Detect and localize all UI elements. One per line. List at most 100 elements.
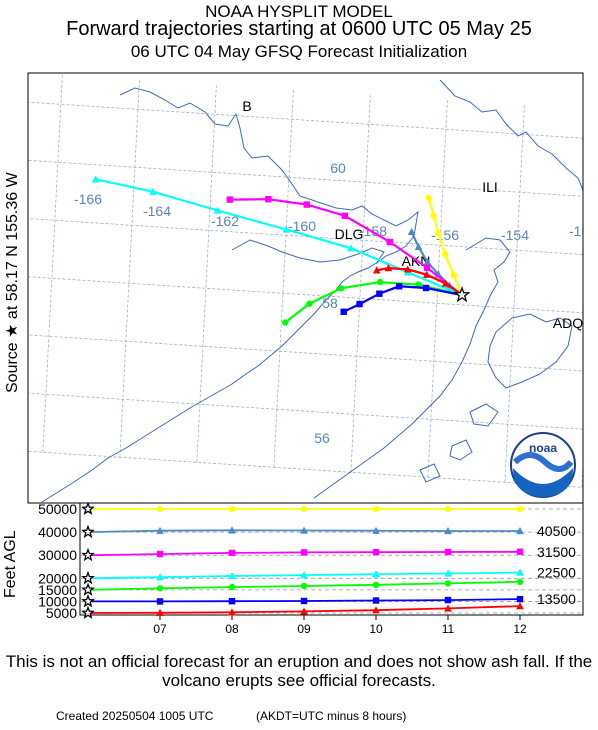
height-point (156, 585, 164, 592)
height-point (156, 598, 164, 605)
height-point (228, 549, 236, 557)
trajectory-point (372, 266, 381, 274)
trajectory-line (95, 178, 463, 297)
parallel-line (28, 218, 583, 255)
end-height-label: 31500 (537, 544, 576, 560)
parallel-line (28, 392, 583, 430)
disclaimer-note: This is not an official forecast for an … (5, 652, 593, 690)
height-point (372, 581, 380, 589)
longitude-label: -154 (501, 227, 529, 243)
trajectory-point (407, 227, 416, 235)
height-point (156, 608, 164, 616)
time-tick-label: 08 (225, 622, 239, 636)
parallel-line (28, 101, 583, 139)
model-title: NOAA HYSPLIT MODEL (205, 2, 393, 21)
end-height-label: 22500 (537, 565, 576, 581)
height-point (228, 526, 236, 534)
coastline-north (439, 79, 583, 191)
place-label: DLG (335, 226, 364, 242)
trajectory-point (376, 290, 383, 297)
height-point (516, 568, 524, 576)
coastline-kodiak (487, 313, 573, 389)
trajectory-point (441, 279, 450, 287)
latitude-label: 60 (330, 160, 346, 176)
logo-lower (513, 468, 573, 497)
coastline-inlet (313, 237, 511, 499)
height-point (372, 606, 380, 614)
trajectory-point (282, 319, 289, 326)
logo-text: noaa (529, 441, 557, 455)
height-point (444, 569, 452, 577)
height-point (156, 573, 164, 581)
meridian-line (42, 75, 63, 453)
trajectory-point (303, 201, 310, 208)
longitude-label: -164 (143, 203, 171, 219)
trajectory-point (423, 257, 432, 266)
height-point (156, 526, 164, 534)
time-tick-label: 09 (297, 622, 311, 636)
latitude-label: 58 (322, 295, 338, 311)
height-point (228, 608, 236, 616)
height-point (444, 580, 452, 587)
meridian-line (350, 95, 371, 473)
meridian-line (196, 85, 217, 463)
trajectory-point (435, 230, 442, 237)
longitude-label: -156 (431, 227, 459, 243)
trajectory-point (386, 238, 393, 246)
height-point (156, 550, 164, 558)
trajectory-point (403, 265, 412, 273)
height-point (444, 604, 452, 612)
height-point (516, 595, 524, 603)
trajectory-point (414, 242, 423, 250)
height-point (372, 526, 380, 534)
longitude-label: -162 (211, 213, 239, 229)
trajectory-point (415, 281, 422, 288)
start-star-icon (81, 524, 95, 539)
trajectory-point (422, 270, 431, 278)
trajectory-point (149, 187, 157, 195)
height-point (516, 602, 524, 610)
parallel-line (28, 450, 583, 488)
height-tick-label: 15000 (38, 582, 77, 598)
height-point (516, 526, 524, 535)
trajectory-lines (91, 175, 471, 326)
height-point (516, 505, 524, 513)
latitude-label: 56 (314, 430, 330, 446)
height-point (372, 570, 380, 578)
map-frame (27, 72, 584, 504)
height-point (300, 582, 308, 590)
height-tick-label: 40000 (38, 524, 77, 540)
trajectory-point (356, 300, 363, 308)
height-point (300, 526, 308, 534)
height-point (156, 505, 164, 513)
logo-wave (512, 452, 574, 472)
trajectory-point (441, 251, 449, 258)
trajectory-point (384, 264, 393, 272)
trajectory-point (425, 194, 432, 202)
start-star-icon (81, 547, 95, 562)
trajectory-point (226, 196, 233, 203)
height-point (228, 572, 236, 580)
height-point (228, 505, 236, 513)
longitude-label: -152 (569, 223, 597, 239)
height-series (81, 501, 524, 619)
height-point (516, 548, 524, 555)
trajectory-point (423, 264, 431, 271)
trajectory-point (450, 272, 457, 279)
height-point (444, 596, 452, 604)
parallel-line (28, 334, 583, 372)
trajectory-point (282, 225, 290, 233)
start-star-icon (81, 594, 95, 608)
height-point (300, 505, 308, 513)
start-star-icon (81, 501, 95, 515)
height-point (300, 597, 308, 605)
longitude-label: -166 (74, 191, 102, 207)
end-height-label: 40500 (537, 523, 576, 539)
height-point (228, 583, 236, 591)
height-panel: 07 08 09 10 11 12 50000 40000 30000 2000015000100… (38, 501, 584, 636)
trajectory-point (306, 300, 313, 307)
height-point (444, 505, 452, 513)
start-star-icon (81, 605, 95, 619)
